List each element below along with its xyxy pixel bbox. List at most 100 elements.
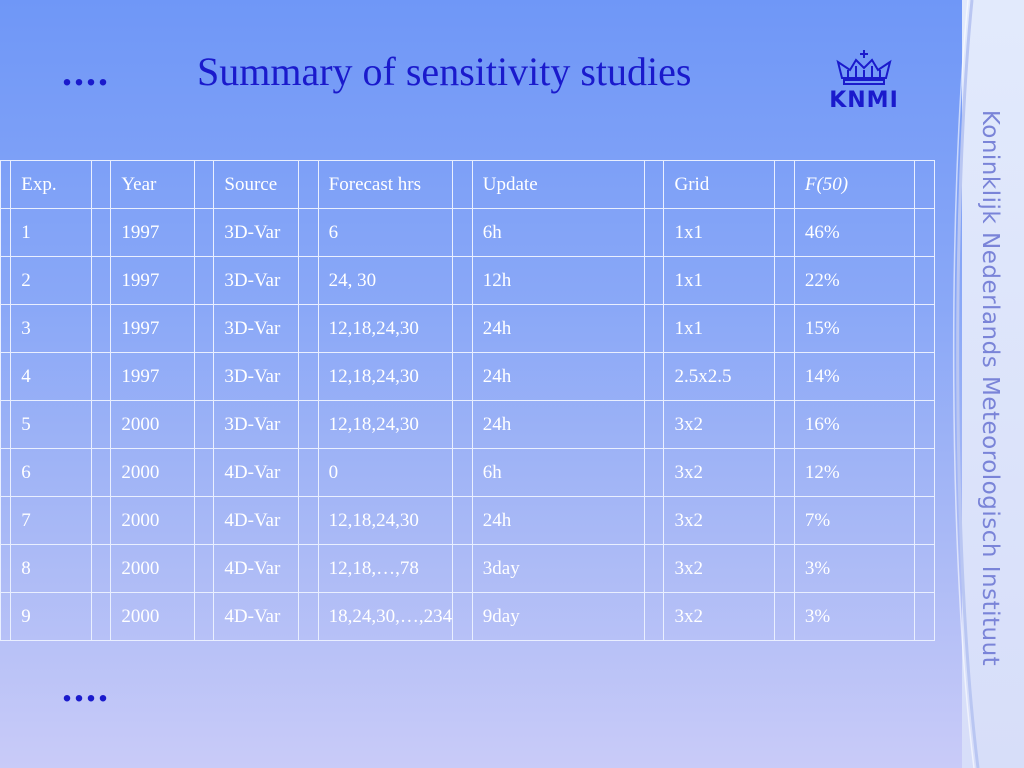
cell-spacer: [193, 544, 215, 593]
cell-spacer: [0, 496, 12, 545]
cell-spacer: [90, 400, 112, 449]
cell-f50: 16%: [793, 400, 915, 449]
cell-source: 3D-Var: [213, 400, 300, 449]
cell-spacer: [774, 352, 795, 401]
table-row: 1 1997 3D-Var 6 6h 1x1 46%: [0, 208, 1024, 257]
cell-spacer: [452, 544, 473, 593]
cell-exp: 3: [10, 304, 92, 353]
cell-grid: 3x2: [663, 544, 776, 593]
ellipsis-bottom: ....: [62, 665, 110, 710]
cell-grid: 3x2: [663, 400, 776, 449]
cell-spacer: [193, 304, 215, 353]
cell-update: 6h: [471, 448, 645, 497]
cell-spacer: [643, 160, 665, 209]
cell-source: 4D-Var: [213, 448, 300, 497]
table-row: 3 1997 3D-Var 12,18,24,30 24h 1x1 15%: [0, 304, 1024, 353]
cell-spacer: [298, 208, 319, 257]
knmi-logo: KNMI: [826, 48, 906, 118]
cell-source: 3D-Var: [213, 256, 300, 305]
cell-update: 24h: [471, 304, 645, 353]
cell-forecast-hrs: 12,18,…,78: [317, 544, 454, 593]
table-row: 2 1997 3D-Var 24, 30 12h 1x1 22%: [0, 256, 1024, 305]
cell-spacer: [913, 400, 935, 449]
cell-spacer: [452, 400, 473, 449]
cell-spacer: [90, 544, 112, 593]
cell-spacer: [193, 448, 215, 497]
cell-f50: 22%: [793, 256, 915, 305]
cell-spacer: [298, 304, 319, 353]
cell-spacer: [913, 352, 935, 401]
cell-spacer: [298, 544, 319, 593]
cell-update: 24h: [471, 400, 645, 449]
cell-f50: 7%: [793, 496, 915, 545]
header-cell-year: Year: [110, 160, 195, 209]
table-row: 8 2000 4D-Var 12,18,…,78 3day 3x2 3%: [0, 544, 1024, 593]
cell-spacer: [90, 256, 112, 305]
cell-spacer: [643, 304, 665, 353]
cell-spacer: [193, 256, 215, 305]
cell-forecast-hrs: 12,18,24,30: [317, 496, 454, 545]
cell-year: 2000: [110, 496, 195, 545]
cell-spacer: [0, 352, 12, 401]
cell-spacer: [193, 400, 215, 449]
cell-spacer: [452, 208, 473, 257]
header-cell-f50: F(50): [793, 160, 915, 209]
ellipsis-top: ....: [62, 49, 110, 94]
cell-spacer: [643, 496, 665, 545]
cell-source: 4D-Var: [213, 544, 300, 593]
cell-spacer: [643, 400, 665, 449]
cell-spacer: [774, 304, 795, 353]
cell-spacer: [298, 256, 319, 305]
cell-exp: 8: [10, 544, 92, 593]
cell-spacer: [298, 400, 319, 449]
table-row: 4 1997 3D-Var 12,18,24,30 24h 2.5x2.5 14%: [0, 352, 1024, 401]
cell-spacer: [774, 544, 795, 593]
cell-spacer: [193, 208, 215, 257]
cell-grid: 2.5x2.5: [663, 352, 776, 401]
cell-forecast-hrs: 12,18,24,30: [317, 304, 454, 353]
header-cell-source: Source: [213, 160, 300, 209]
cell-f50: 12%: [793, 448, 915, 497]
cell-forecast-hrs: 12,18,24,30: [317, 400, 454, 449]
cell-spacer: [90, 304, 112, 353]
cell-spacer: [90, 496, 112, 545]
cell-source: 3D-Var: [213, 352, 300, 401]
cell-source: 4D-Var: [213, 592, 300, 641]
cell-grid: 3x2: [663, 496, 776, 545]
cell-update: 24h: [471, 352, 645, 401]
cell-spacer: [298, 496, 319, 545]
table-row: 9 2000 4D-Var 18,24,30,…,234 9day 3x2 3%: [0, 592, 1024, 641]
cell-update: 9day: [471, 592, 645, 641]
cell-spacer: [0, 400, 12, 449]
cell-grid: 3x2: [663, 592, 776, 641]
cell-grid: 3x2: [663, 448, 776, 497]
cell-spacer: [774, 400, 795, 449]
cell-spacer: [452, 256, 473, 305]
cell-spacer: [0, 208, 12, 257]
cell-spacer: [643, 592, 665, 641]
cell-spacer: [298, 448, 319, 497]
cell-source: 4D-Var: [213, 496, 300, 545]
cell-spacer: [0, 256, 12, 305]
cell-update: 3day: [471, 544, 645, 593]
cell-update: 24h: [471, 496, 645, 545]
cell-source: 3D-Var: [213, 304, 300, 353]
cell-grid: 1x1: [663, 256, 776, 305]
cell-f50: 3%: [793, 544, 915, 593]
cell-year: 1997: [110, 208, 195, 257]
cell-spacer: [452, 160, 473, 209]
header-cell-update: Update: [471, 160, 645, 209]
cell-year: 2000: [110, 592, 195, 641]
cell-spacer: [643, 352, 665, 401]
cell-spacer: [298, 352, 319, 401]
cell-spacer: [0, 592, 12, 641]
cell-spacer: [90, 208, 112, 257]
table-row: 5 2000 3D-Var 12,18,24,30 24h 3x2 16%: [0, 400, 1024, 449]
cell-spacer: [774, 496, 795, 545]
page-title: Summary of sensitivity studies: [197, 49, 692, 94]
table-header-row: Exp. Year Source Forecast hrs Update Grid F(50…: [0, 160, 1024, 209]
cell-spacer: [452, 496, 473, 545]
cell-spacer: [193, 160, 215, 209]
header-cell-forecast-hrs: Forecast hrs: [317, 160, 454, 209]
